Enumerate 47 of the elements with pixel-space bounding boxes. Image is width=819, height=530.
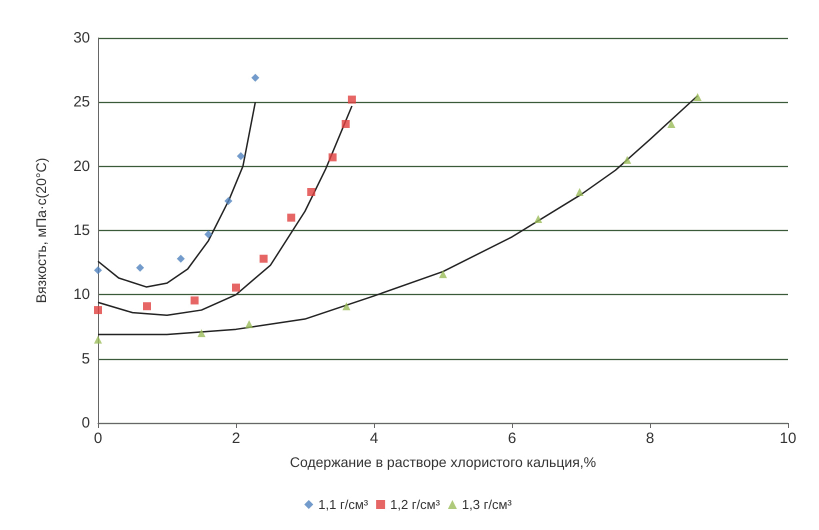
point — [136, 264, 144, 272]
legend-label: 1,1 г/см³ — [318, 497, 369, 512]
legend-label: 1,2 г/см³ — [390, 497, 441, 512]
point — [204, 230, 212, 238]
x-axis-title: Содержание в растворе хлористого кальция,% — [290, 454, 596, 470]
point — [251, 74, 260, 82]
point — [190, 296, 199, 304]
point — [94, 266, 102, 274]
x-tick-label: 4 — [370, 430, 378, 447]
point — [694, 93, 702, 102]
point — [94, 306, 102, 314]
x-tick-label: 2 — [232, 430, 240, 447]
y-tick-label: 30 — [73, 30, 90, 46]
y-tick-label: 25 — [73, 94, 90, 111]
point — [623, 156, 632, 164]
point — [307, 188, 316, 196]
point — [245, 320, 254, 328]
point — [342, 302, 350, 310]
x-tick-label: 6 — [508, 430, 516, 447]
point — [439, 270, 447, 278]
point — [287, 214, 296, 222]
y-tick-label: 20 — [73, 158, 90, 175]
point — [534, 214, 542, 223]
x-tick-label: 0 — [94, 430, 102, 447]
line-series — [97, 105, 353, 316]
y-tick-label: 5 — [82, 350, 90, 368]
y-tick-label: 0 — [82, 414, 90, 432]
point — [576, 188, 584, 196]
point — [232, 284, 240, 292]
point — [142, 302, 151, 310]
point — [348, 96, 356, 104]
legend-label: 1,3 г/см³ — [462, 497, 512, 512]
point — [176, 254, 185, 263]
line-series — [97, 101, 256, 288]
y-tick-label: 15 — [73, 222, 90, 239]
point — [224, 196, 232, 205]
point — [328, 153, 337, 162]
x-tick-label: 8 — [646, 430, 654, 447]
point — [667, 120, 676, 128]
point — [260, 254, 268, 263]
y-axis-title: Вязкость, мПа·с(20°C) — [33, 158, 49, 304]
y-tick-label: 10 — [73, 286, 90, 304]
point — [94, 336, 102, 344]
point — [342, 120, 350, 128]
point — [236, 152, 245, 160]
x-tick-label: 10 — [780, 430, 796, 447]
point — [198, 329, 206, 338]
